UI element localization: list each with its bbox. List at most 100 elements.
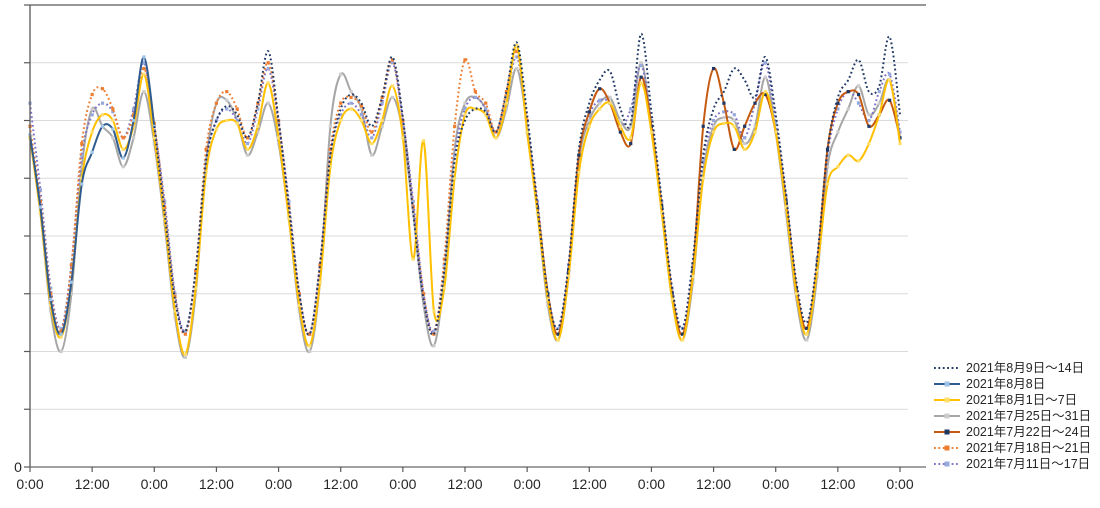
marker: [235, 118, 239, 123]
marker: [183, 352, 187, 356]
marker: [100, 101, 105, 105]
marker: [577, 153, 581, 157]
marker: [80, 142, 84, 146]
marker: [856, 84, 861, 88]
marker: [711, 124, 716, 128]
marker: [888, 98, 892, 102]
legend-label: 2021年8月1日〜7日: [966, 393, 1078, 407]
marker: [183, 332, 187, 336]
marker: [639, 81, 643, 85]
marker: [390, 84, 395, 88]
marker: [463, 107, 467, 111]
marker: [266, 81, 270, 85]
gridlines: [30, 62, 908, 410]
marker: [339, 72, 343, 76]
marker: [380, 101, 384, 105]
legend-item-aug1_7: 2021年8月1日〜7日: [933, 392, 1091, 408]
marker: [287, 199, 291, 203]
marker: [608, 101, 612, 105]
marker: [225, 90, 229, 94]
marker: [349, 90, 353, 94]
marker: [359, 118, 364, 123]
marker: [618, 124, 622, 128]
legend-label: 2021年8月8日: [966, 377, 1046, 391]
marker: [649, 130, 654, 134]
legend-marker: [944, 397, 950, 403]
x-tick-label: 12:00: [572, 476, 607, 492]
legend-label: 2021年7月25日〜31日: [966, 409, 1092, 423]
x-tick-label: 0:00: [886, 476, 913, 492]
marker: [349, 95, 353, 99]
marker: [59, 326, 63, 330]
marker: [318, 263, 322, 267]
marker: [235, 107, 239, 111]
marker: [639, 64, 643, 68]
marker: [805, 326, 809, 330]
series-line-aug9_14: [153, 32, 901, 336]
marker: [587, 124, 591, 128]
legend-swatch-jul18_21: [934, 445, 960, 451]
marker: [90, 113, 94, 117]
marker: [877, 90, 881, 94]
marker: [256, 130, 260, 134]
marker: [815, 269, 819, 273]
marker: [618, 130, 622, 134]
marker: [504, 101, 509, 105]
marker: [349, 107, 353, 111]
marker: [453, 176, 457, 180]
marker: [276, 136, 281, 140]
marker: [566, 274, 571, 279]
series-aug1_7: [28, 43, 902, 356]
x-tick-label: 0:00: [16, 476, 43, 492]
marker: [142, 72, 146, 76]
marker: [401, 136, 405, 140]
legend-marker: [944, 413, 950, 419]
marker: [38, 205, 42, 209]
marker: [59, 335, 63, 339]
marker: [463, 113, 467, 117]
marker: [328, 165, 332, 169]
marker: [691, 274, 695, 279]
marker: [753, 124, 757, 128]
marker: [256, 101, 260, 105]
marker: [245, 136, 250, 140]
marker: [680, 326, 685, 330]
marker: [484, 113, 488, 117]
marker: [680, 332, 685, 336]
legend-swatch-jul25_31: [934, 413, 960, 419]
marker: [670, 297, 674, 302]
marker: [339, 101, 343, 105]
marker: [308, 332, 312, 336]
marker: [194, 269, 198, 273]
series-aug8: [28, 55, 156, 336]
marker: [359, 113, 364, 117]
marker: [753, 130, 757, 134]
marker: [131, 124, 136, 128]
marker: [856, 92, 861, 97]
marker: [183, 329, 187, 333]
marker: [131, 136, 136, 140]
marker: [701, 124, 705, 128]
marker: [763, 61, 767, 65]
marker: [225, 107, 229, 111]
marker: [69, 263, 74, 267]
axis-labels: 0:00 12:00 0:00 12:00 0:00 12:00 0:00 12:00 0:00…: [14, 459, 914, 492]
marker: [556, 332, 560, 336]
marker: [390, 61, 395, 65]
marker: [131, 118, 136, 123]
marker: [846, 107, 850, 111]
x-tick-label: 12:00: [75, 476, 110, 492]
marker: [473, 95, 477, 99]
marker: [888, 78, 892, 82]
legend-marker: [944, 381, 950, 387]
marker: [121, 136, 125, 140]
marker: [214, 101, 219, 105]
marker: [266, 101, 270, 105]
marker: [256, 124, 260, 128]
marker: [245, 147, 250, 151]
marker: [80, 165, 84, 169]
legend-marker: [944, 429, 950, 435]
marker: [546, 297, 550, 302]
marker: [131, 107, 136, 111]
